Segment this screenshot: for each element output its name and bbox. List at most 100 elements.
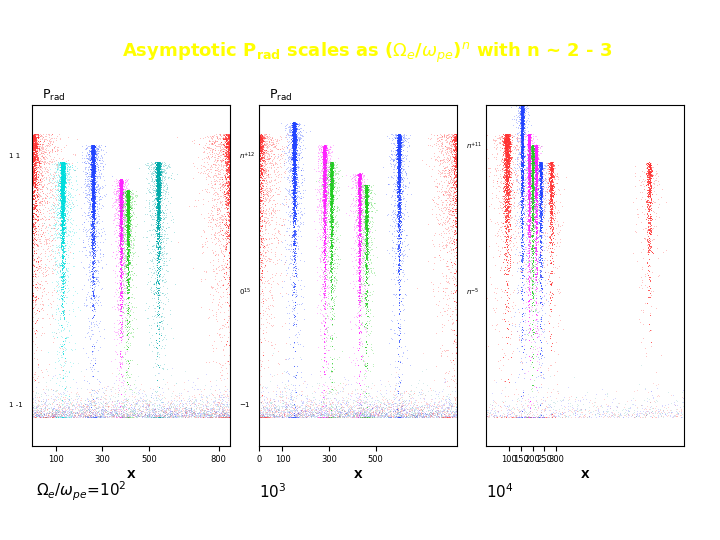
Point	[55, 170, 67, 178]
Point	[326, 160, 338, 168]
Point	[14, 286, 25, 294]
Point	[58, 177, 70, 186]
Point	[251, 179, 263, 188]
Point	[32, 408, 43, 416]
Point	[448, 183, 459, 191]
Point	[304, 410, 315, 418]
Point	[42, 371, 54, 380]
Point	[89, 160, 100, 169]
Point	[396, 143, 408, 152]
Point	[324, 223, 336, 232]
Point	[151, 162, 163, 171]
Point	[325, 183, 336, 191]
Point	[442, 151, 454, 160]
Point	[116, 188, 127, 197]
Point	[221, 392, 233, 400]
Point	[26, 142, 37, 151]
Point	[253, 402, 265, 410]
Point	[228, 229, 239, 238]
Point	[122, 212, 133, 221]
Point	[392, 202, 404, 211]
Point	[353, 181, 364, 190]
Point	[462, 413, 473, 421]
Point	[35, 145, 46, 154]
Point	[675, 411, 687, 420]
Point	[153, 267, 164, 276]
Point	[523, 200, 534, 208]
Point	[454, 190, 466, 199]
Point	[117, 412, 129, 421]
Point	[275, 268, 287, 277]
Point	[444, 233, 455, 242]
Point	[53, 195, 64, 204]
Point	[391, 289, 402, 298]
Point	[220, 172, 231, 180]
Point	[326, 209, 338, 218]
Point	[319, 250, 330, 259]
Point	[451, 198, 462, 207]
Point	[123, 188, 135, 197]
Point	[55, 177, 67, 186]
Point	[223, 152, 235, 160]
Point	[547, 204, 559, 213]
Point	[114, 291, 125, 300]
Point	[445, 304, 456, 313]
Point	[231, 188, 243, 197]
Point	[319, 275, 330, 284]
Point	[89, 152, 100, 161]
Point	[492, 161, 503, 170]
Point	[544, 205, 556, 214]
Point	[353, 292, 364, 301]
Point	[516, 197, 527, 205]
Point	[215, 227, 226, 236]
Point	[454, 400, 466, 409]
Point	[37, 195, 48, 204]
Point	[162, 197, 174, 205]
Point	[56, 176, 68, 184]
Point	[115, 205, 127, 213]
Point	[29, 158, 40, 167]
Point	[287, 139, 299, 148]
Point	[289, 187, 300, 195]
Point	[161, 399, 173, 407]
Point	[325, 164, 337, 173]
Point	[83, 324, 94, 333]
Point	[467, 230, 479, 239]
Point	[456, 158, 468, 167]
Point	[288, 135, 300, 144]
Point	[269, 400, 280, 409]
Point	[225, 275, 236, 284]
Point	[325, 368, 336, 376]
Point	[51, 132, 63, 140]
Point	[29, 138, 40, 147]
Point	[340, 409, 351, 418]
Point	[256, 227, 268, 235]
Point	[321, 413, 333, 421]
Point	[546, 188, 557, 197]
Point	[360, 206, 372, 215]
Point	[543, 413, 554, 421]
Point	[523, 172, 535, 180]
Point	[154, 262, 166, 271]
Point	[531, 148, 542, 157]
Point	[361, 202, 372, 211]
Point	[62, 198, 73, 207]
Point	[448, 188, 459, 197]
Point	[57, 234, 68, 242]
Point	[88, 238, 99, 247]
Point	[7, 157, 19, 166]
Point	[120, 312, 131, 321]
Point	[325, 197, 336, 205]
Point	[510, 413, 522, 421]
Point	[249, 163, 261, 171]
Point	[361, 186, 372, 195]
Point	[236, 258, 248, 267]
Point	[288, 125, 300, 134]
Point	[217, 255, 228, 264]
Point	[527, 202, 539, 211]
Point	[526, 263, 537, 272]
Point	[288, 119, 300, 128]
Point	[353, 186, 364, 195]
Point	[151, 163, 163, 172]
Point	[27, 171, 38, 180]
